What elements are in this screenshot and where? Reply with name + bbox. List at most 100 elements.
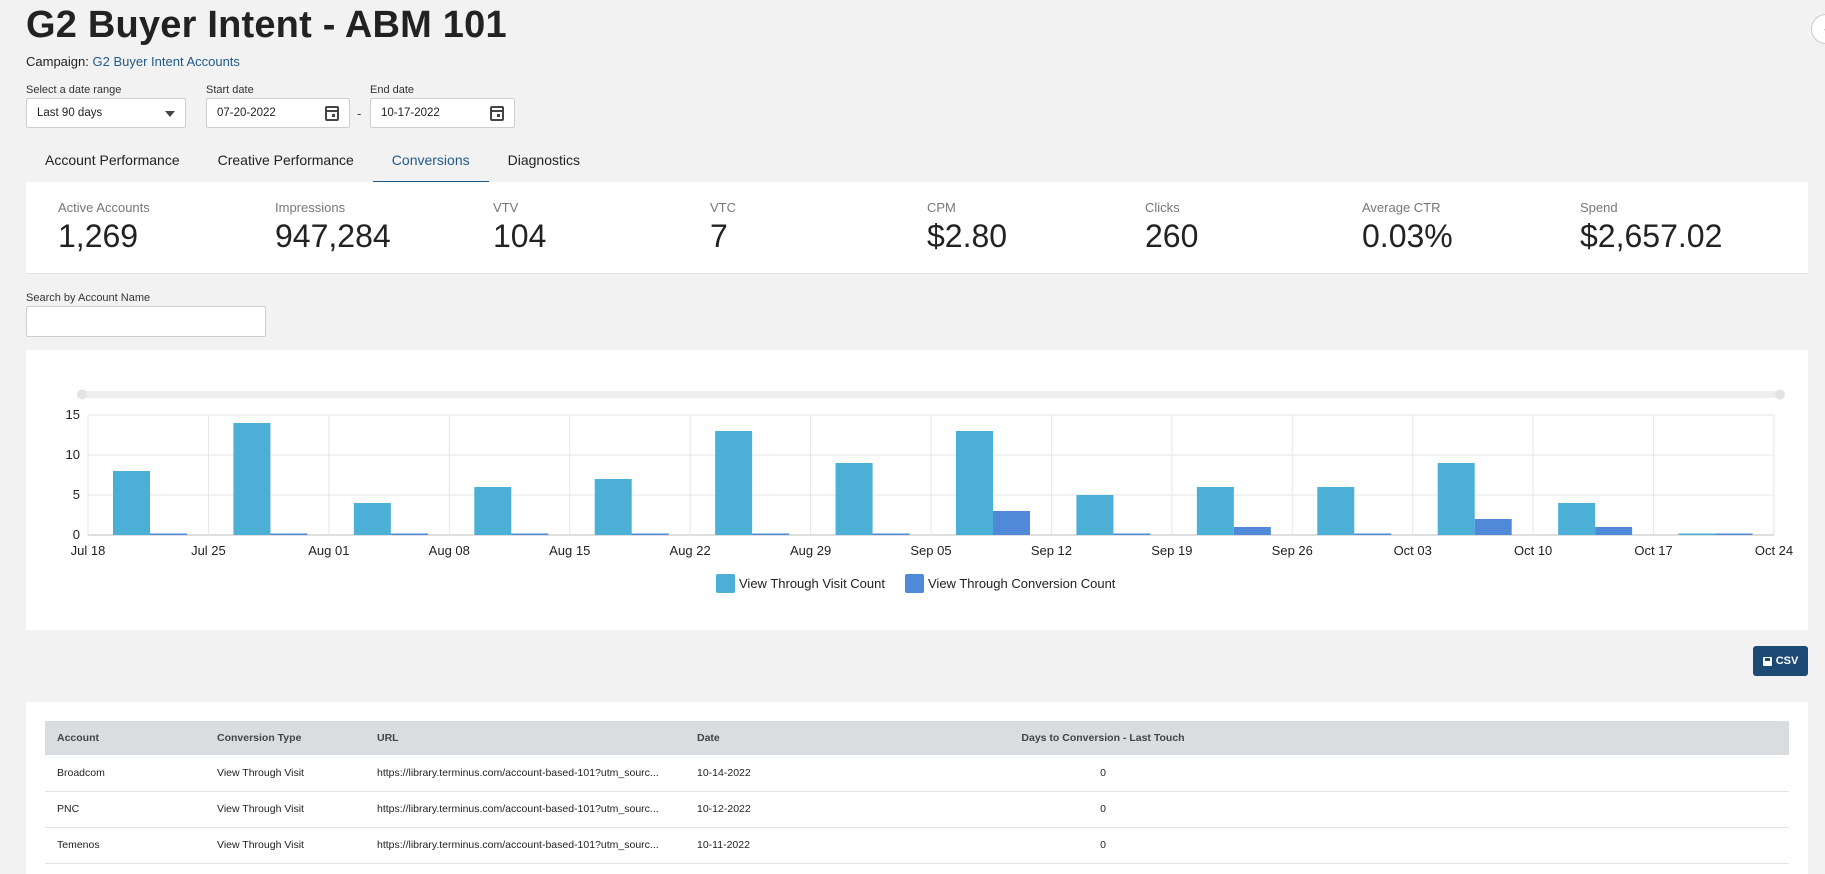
tab-conversions[interactable]: Conversions bbox=[372, 146, 489, 183]
col-conversion-type[interactable]: Conversion Type bbox=[205, 721, 365, 755]
campaign-line: Campaign: G2 Buyer Intent Accounts bbox=[26, 54, 240, 69]
bar-view-through-conversion[interactable] bbox=[1595, 527, 1633, 535]
date-range-value: Last 90 days bbox=[37, 107, 103, 119]
stat-label: Impressions bbox=[275, 200, 346, 215]
bar-view-through-conversion[interactable] bbox=[1354, 533, 1392, 536]
bar-view-through-conversion[interactable] bbox=[511, 533, 549, 536]
calendar-icon[interactable] bbox=[325, 106, 339, 121]
bar-view-through-visit[interactable] bbox=[835, 463, 873, 535]
x-tick-label: Jul 18 bbox=[71, 543, 106, 558]
stats-panel: Active Accounts 1,269 Impressions 947,284 … bbox=[26, 182, 1808, 274]
legend-label[interactable]: View Through Conversion Count bbox=[928, 576, 1116, 591]
bar-view-through-conversion[interactable] bbox=[993, 511, 1030, 535]
bar-view-through-visit[interactable] bbox=[1678, 533, 1716, 536]
x-tick-label: Sep 05 bbox=[910, 543, 951, 558]
cell-url[interactable]: https://library.terminus.com/account-bas… bbox=[365, 755, 685, 792]
table-row[interactable]: Temenos View Through Visit https://libra… bbox=[45, 827, 1789, 864]
stat-value: 260 bbox=[1145, 218, 1199, 254]
bar-view-through-conversion[interactable] bbox=[1233, 527, 1271, 535]
col-url[interactable]: URL bbox=[365, 721, 685, 755]
bar-view-through-conversion[interactable] bbox=[1715, 533, 1753, 536]
conversions-chart: 0 5 10 15 Jul 18 Jul 25 Aug 01 Aug 08 Aug 15 Aug … bbox=[66, 389, 1793, 593]
x-tick-label: Oct 17 bbox=[1634, 543, 1672, 558]
stat-label: CPM bbox=[927, 200, 956, 215]
tab-diagnostics[interactable]: Diagnostics bbox=[507, 152, 580, 168]
calendar-icon[interactable] bbox=[490, 106, 504, 121]
stat-value: 7 bbox=[710, 218, 728, 254]
x-tick-label: Sep 12 bbox=[1031, 543, 1072, 558]
start-date-input[interactable]: 07-20-2022 bbox=[206, 98, 350, 128]
cell-conversion-type: View Through Visit bbox=[205, 791, 365, 828]
bar-view-through-conversion[interactable] bbox=[270, 533, 308, 536]
bar-view-through-conversion[interactable] bbox=[1113, 533, 1151, 536]
bar-view-through-visit[interactable] bbox=[353, 503, 391, 535]
save-icon bbox=[1762, 656, 1772, 666]
csv-export-button[interactable]: CSV bbox=[1753, 646, 1808, 676]
cell-url[interactable]: https://library.terminus.com/account-bas… bbox=[365, 827, 685, 864]
bar-view-through-visit[interactable] bbox=[1437, 463, 1475, 535]
bar-view-through-visit[interactable] bbox=[956, 431, 993, 535]
campaign-label: Campaign: bbox=[26, 54, 89, 69]
x-tick-label: Aug 22 bbox=[670, 543, 711, 558]
range-slider-handle-right[interactable] bbox=[1775, 389, 1785, 400]
cell-account: Temenos bbox=[45, 827, 205, 864]
bar-view-through-conversion[interactable] bbox=[390, 533, 428, 536]
bar-view-through-visit[interactable] bbox=[1317, 487, 1355, 535]
tab-account-performance[interactable]: Account Performance bbox=[45, 152, 180, 168]
range-slider-handle-left[interactable] bbox=[77, 389, 87, 400]
bar-view-through-conversion[interactable] bbox=[150, 533, 187, 536]
stat-value: 0.03% bbox=[1362, 218, 1453, 254]
legend-swatch[interactable] bbox=[905, 574, 924, 593]
cell-url[interactable]: https://library.terminus.com/account-bas… bbox=[365, 791, 685, 828]
range-slider-track[interactable] bbox=[78, 391, 1784, 398]
bar-view-through-visit[interactable] bbox=[1558, 503, 1596, 535]
bar-view-through-visit[interactable] bbox=[474, 487, 512, 535]
table-row[interactable]: PNC View Through Visit https://library.t… bbox=[45, 791, 1789, 828]
cell-spacer bbox=[1231, 755, 1789, 792]
col-days-to-conversion[interactable]: Days to Conversion - Last Touch bbox=[975, 721, 1231, 755]
stat-label: VTV bbox=[493, 200, 519, 215]
x-tick-label: Oct 10 bbox=[1514, 543, 1552, 558]
bar-view-through-visit[interactable] bbox=[715, 431, 753, 535]
bar-view-through-visit[interactable] bbox=[594, 479, 632, 535]
collapse-button[interactable]: ‹ bbox=[1811, 14, 1825, 44]
x-tick-label: Aug 01 bbox=[308, 543, 349, 558]
start-date-value: 07-20-2022 bbox=[217, 107, 276, 119]
bar-view-through-conversion[interactable] bbox=[872, 533, 910, 536]
cell-date: 10-14-2022 bbox=[685, 755, 975, 792]
campaign-link[interactable]: G2 Buyer Intent Accounts bbox=[92, 54, 240, 69]
date-range-label: Select a date range bbox=[26, 84, 122, 96]
x-tick-label: Jul 25 bbox=[191, 543, 226, 558]
bar-view-through-visit[interactable] bbox=[1196, 487, 1234, 535]
x-tick-label: Sep 26 bbox=[1272, 543, 1313, 558]
conversions-chart-card: 0 5 10 15 Jul 18 Jul 25 Aug 01 Aug 08 Aug 15 Aug … bbox=[26, 350, 1808, 630]
bar-view-through-conversion[interactable] bbox=[631, 533, 669, 536]
col-date[interactable]: Date bbox=[685, 721, 975, 755]
bar-view-through-conversion[interactable] bbox=[1474, 519, 1512, 535]
stat-label: Active Accounts bbox=[58, 200, 150, 215]
search-label: Search by Account Name bbox=[26, 292, 151, 304]
date-range-select[interactable]: Last 90 days bbox=[26, 98, 186, 128]
stat-value: 104 bbox=[493, 218, 547, 254]
stat-label: Clicks bbox=[1145, 200, 1180, 215]
x-tick-label: Aug 15 bbox=[549, 543, 590, 558]
table-header-row: Account Conversion Type URL Date Days to… bbox=[45, 721, 1789, 755]
bar-view-through-visit[interactable] bbox=[113, 471, 150, 535]
cell-account: Broadcom bbox=[45, 755, 205, 792]
legend-label[interactable]: View Through Visit Count bbox=[739, 576, 885, 591]
cell-date: 10-12-2022 bbox=[685, 791, 975, 828]
account-search-input[interactable] bbox=[26, 306, 266, 337]
bar-view-through-visit[interactable] bbox=[233, 423, 271, 535]
legend-swatch[interactable] bbox=[716, 574, 735, 593]
start-date-label: Start date bbox=[206, 84, 254, 96]
x-tick-label: Sep 19 bbox=[1151, 543, 1192, 558]
bar-view-through-visit[interactable] bbox=[1076, 495, 1114, 535]
tab-creative-performance[interactable]: Creative Performance bbox=[217, 152, 354, 168]
table-row[interactable]: Broadcom View Through Visit https://libr… bbox=[45, 755, 1789, 792]
cell-spacer bbox=[1231, 827, 1789, 864]
end-date-input[interactable]: 10-17-2022 bbox=[370, 98, 515, 128]
tab-bar: Account Performance Creative Performance… bbox=[26, 146, 599, 183]
bar-view-through-conversion[interactable] bbox=[752, 533, 790, 536]
col-account[interactable]: Account bbox=[45, 721, 205, 755]
y-tick-label: 0 bbox=[73, 527, 80, 542]
